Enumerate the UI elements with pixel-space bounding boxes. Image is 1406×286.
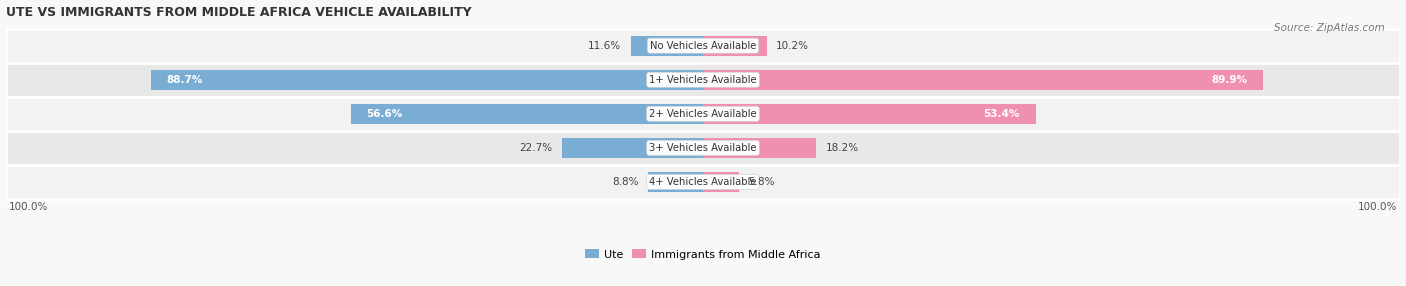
Text: 8.8%: 8.8% [613, 177, 638, 187]
Bar [703, 104, 1036, 124]
Bar [703, 172, 740, 192]
Text: Source: ZipAtlas.com: Source: ZipAtlas.com [1274, 23, 1385, 33]
Legend: Ute, Immigrants from Middle Africa: Ute, Immigrants from Middle Africa [581, 245, 825, 264]
Bar [6, 29, 1400, 63]
Bar [703, 70, 1263, 90]
Bar [648, 172, 703, 192]
Bar [6, 131, 1400, 165]
Bar [703, 138, 817, 158]
Text: 53.4%: 53.4% [984, 109, 1019, 119]
Text: 10.2%: 10.2% [776, 41, 808, 51]
Text: 88.7%: 88.7% [166, 75, 202, 85]
Bar [6, 165, 1400, 199]
Text: 4+ Vehicles Available: 4+ Vehicles Available [650, 177, 756, 187]
Bar [350, 104, 703, 124]
Text: No Vehicles Available: No Vehicles Available [650, 41, 756, 51]
Text: 100.0%: 100.0% [8, 202, 48, 212]
Text: UTE VS IMMIGRANTS FROM MIDDLE AFRICA VEHICLE AVAILABILITY: UTE VS IMMIGRANTS FROM MIDDLE AFRICA VEH… [6, 5, 471, 19]
Bar [6, 97, 1400, 131]
Text: 22.7%: 22.7% [519, 143, 553, 153]
Text: 89.9%: 89.9% [1211, 75, 1247, 85]
Bar [561, 138, 703, 158]
Text: 2+ Vehicles Available: 2+ Vehicles Available [650, 109, 756, 119]
Text: 100.0%: 100.0% [1358, 202, 1398, 212]
Bar [703, 36, 766, 55]
Text: 56.6%: 56.6% [366, 109, 402, 119]
Text: 11.6%: 11.6% [588, 41, 621, 51]
Bar [150, 70, 703, 90]
Bar [631, 36, 703, 55]
Text: 3+ Vehicles Available: 3+ Vehicles Available [650, 143, 756, 153]
Text: 18.2%: 18.2% [825, 143, 859, 153]
Text: 1+ Vehicles Available: 1+ Vehicles Available [650, 75, 756, 85]
Bar [6, 63, 1400, 97]
Text: 5.8%: 5.8% [748, 177, 775, 187]
